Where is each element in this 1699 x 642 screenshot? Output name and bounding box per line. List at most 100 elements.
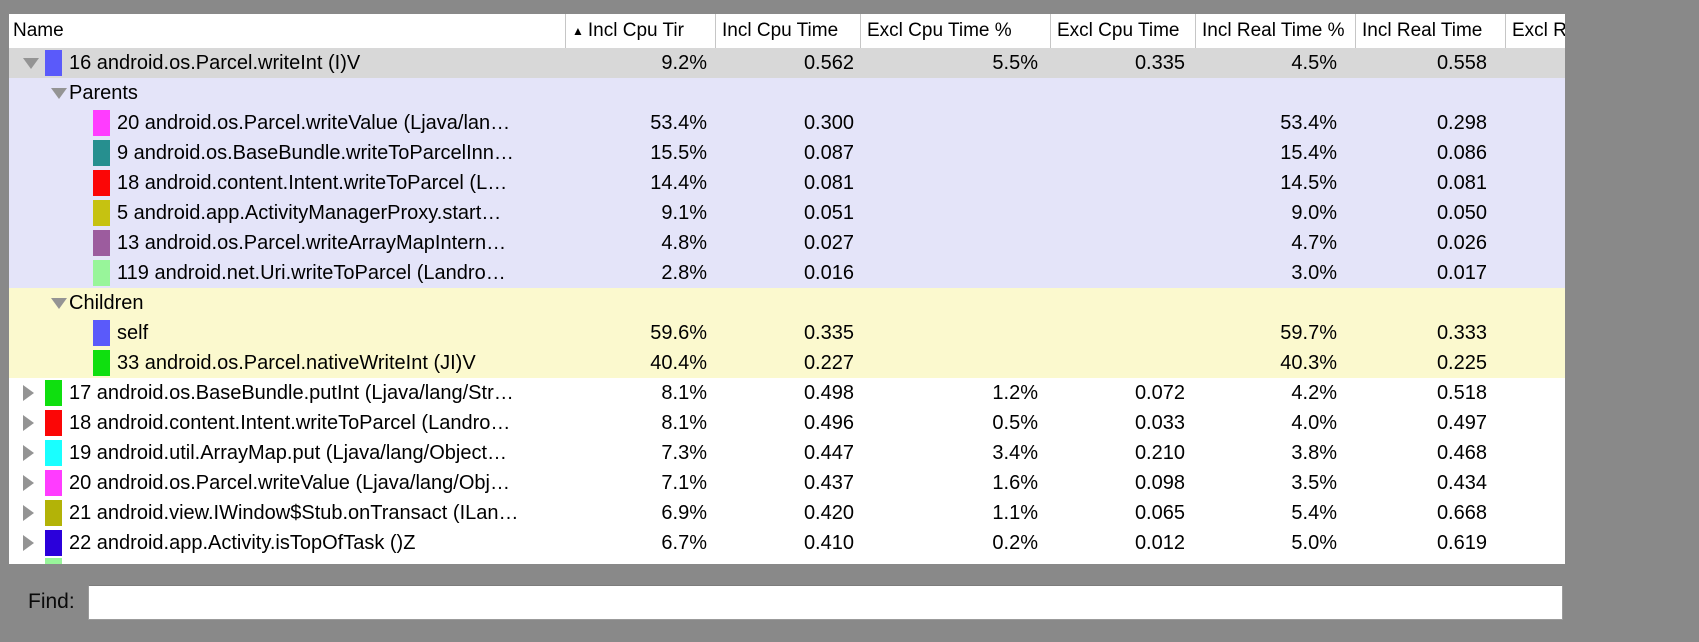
- value-cell: 0.335: [1134, 51, 1185, 74]
- column-header-label: Excl Real: [1512, 20, 1565, 41]
- value-cell: 7.1%: [661, 471, 707, 494]
- group-row-children[interactable]: Children: [9, 288, 1565, 318]
- table-row[interactable]: 5 android.app.ActivityManagerProxy.start…: [9, 198, 1565, 228]
- column-header-label: Incl Cpu Tir: [587, 20, 684, 41]
- value-cell: 53.4%: [650, 111, 707, 134]
- value-cell: 0.420: [803, 501, 854, 524]
- column-header-label: Incl Cpu Time: [722, 20, 839, 41]
- column-header-label: Incl Real Time %: [1202, 20, 1345, 41]
- value-cell: 0.033: [1134, 411, 1185, 434]
- value-cell: 7.3%: [661, 441, 707, 464]
- expand-triangle-icon[interactable]: [23, 535, 34, 551]
- find-input[interactable]: [88, 585, 1563, 620]
- value-cell: 5.4%: [1291, 501, 1337, 524]
- table-row[interactable]: self 59.6% 0.335 59.7% 0.333: [9, 318, 1565, 348]
- table-row[interactable]: 119 android.net.Uri.writeToParcel (Landr…: [9, 258, 1565, 288]
- table-row[interactable]: 9 android.os.BaseBundle.writeToParcelInn…: [9, 138, 1565, 168]
- value-cell: 3.4%: [992, 441, 1038, 464]
- table-row[interactable]: 18 android.content.Intent.writeToParcel …: [9, 408, 1565, 438]
- table-row[interactable]: 18 android.content.Intent.writeToParcel …: [9, 168, 1565, 198]
- name-cell: 16 android.os.Parcel.writeInt (I)V: [9, 48, 565, 78]
- color-swatch: [45, 410, 62, 436]
- value-cell: 0.016: [803, 261, 854, 284]
- column-header-label: Excl Cpu Time %: [867, 20, 1012, 41]
- color-swatch: [45, 500, 62, 526]
- value-cell: 0.518: [1436, 381, 1487, 404]
- value-cell: 14.5%: [1280, 171, 1337, 194]
- value-cell: 1.2%: [992, 381, 1038, 404]
- expand-triangle-icon[interactable]: [23, 475, 34, 491]
- value-cell: 0.072: [1134, 381, 1185, 404]
- collapse-triangle-icon[interactable]: [51, 297, 67, 309]
- column-header-incl-real-time[interactable]: Incl Real Time: [1355, 14, 1505, 48]
- collapse-triangle-icon[interactable]: [51, 87, 67, 99]
- value-cell: 0.434: [1436, 471, 1487, 494]
- value-cell: 0.497: [1436, 411, 1487, 434]
- collapse-triangle-icon[interactable]: [23, 57, 39, 69]
- table-body: 16 android.os.Parcel.writeInt (I)V 9.2% 0.…: [9, 48, 1565, 564]
- column-header-excl-real-time[interactable]: Excl Real: [1505, 14, 1565, 48]
- profile-table: Name ▲ Incl Cpu Tir Incl Cpu Time Excl C…: [9, 14, 1565, 564]
- group-row-parents[interactable]: Parents: [9, 78, 1565, 108]
- value-cell: 59.7%: [1280, 321, 1337, 344]
- value-cell: 0.496: [803, 411, 854, 434]
- method-name: 18 android.content.Intent.writeToParcel …: [69, 411, 511, 434]
- value-cell: 8.1%: [661, 411, 707, 434]
- table-row[interactable]: 20 android.os.Parcel.writeValue (Ljava/l…: [9, 108, 1565, 138]
- value-cell: 14.4%: [650, 171, 707, 194]
- name-cell: 13 android.os.Parcel.writeArrayMapIntern…: [9, 228, 565, 258]
- value-cell: 0.447: [803, 441, 854, 464]
- value-cell: 0.051: [803, 201, 854, 224]
- value-cell: 9.1%: [661, 201, 707, 224]
- value-cell: 15.5%: [650, 141, 707, 164]
- value-cell: 4.2%: [1291, 381, 1337, 404]
- table-row[interactable]: 20 android.os.Parcel.writeValue (Ljava/l…: [9, 468, 1565, 498]
- value-cell: 4.8%: [661, 231, 707, 254]
- column-header-incl-cpu-time-pct[interactable]: ▲ Incl Cpu Tir: [565, 14, 715, 48]
- expand-triangle-icon[interactable]: [23, 415, 34, 431]
- value-cell: 1.1%: [992, 501, 1038, 524]
- table-row[interactable]: 13 android.os.Parcel.writeArrayMapIntern…: [9, 228, 1565, 258]
- partial-row: [9, 558, 1565, 564]
- table-row[interactable]: 21 android.view.IWindow$Stub.onTransact …: [9, 498, 1565, 528]
- table-row[interactable]: 33 android.os.Parcel.nativeWriteInt (JI)…: [9, 348, 1565, 378]
- table-row[interactable]: 17 android.os.BaseBundle.putInt (Ljava/l…: [9, 378, 1565, 408]
- value-cell: 6.7%: [661, 531, 707, 554]
- value-cell: 0.335: [803, 321, 854, 344]
- color-swatch: [93, 140, 110, 166]
- column-header-name[interactable]: Name: [9, 14, 565, 48]
- column-header-incl-real-time-pct[interactable]: Incl Real Time %: [1195, 14, 1355, 48]
- value-cell: 0.619: [1436, 531, 1487, 554]
- table-row[interactable]: 16 android.os.Parcel.writeInt (I)V 9.2% 0.…: [9, 48, 1565, 78]
- value-cell: 0.065: [1134, 501, 1185, 524]
- value-cell: 1.6%: [992, 471, 1038, 494]
- value-cell: 0.2%: [992, 531, 1038, 554]
- name-cell: self: [9, 318, 565, 348]
- method-name: self: [117, 321, 149, 344]
- value-cell: 3.0%: [1291, 261, 1337, 284]
- value-cell: 0.098: [1134, 471, 1185, 494]
- column-header-excl-cpu-time-pct[interactable]: Excl Cpu Time %: [860, 14, 1050, 48]
- name-cell: 19 android.util.ArrayMap.put (Ljava/lang…: [9, 438, 565, 468]
- value-cell: 8.1%: [661, 381, 707, 404]
- value-cell: 0.225: [1436, 351, 1487, 374]
- color-swatch: [45, 380, 62, 406]
- name-cell: Children: [9, 288, 565, 318]
- value-cell: 0.210: [1134, 441, 1185, 464]
- column-header-excl-cpu-time[interactable]: Excl Cpu Time: [1050, 14, 1195, 48]
- name-cell: 17 android.os.BaseBundle.putInt (Ljava/l…: [9, 378, 565, 408]
- expand-triangle-icon[interactable]: [23, 505, 34, 521]
- method-name: 19 android.util.ArrayMap.put (Ljava/lang…: [69, 441, 508, 464]
- expand-triangle-icon[interactable]: [23, 445, 34, 461]
- table-header: Name ▲ Incl Cpu Tir Incl Cpu Time Excl C…: [9, 14, 1565, 48]
- color-swatch: [93, 260, 110, 286]
- table-row[interactable]: 19 android.util.ArrayMap.put (Ljava/lang…: [9, 438, 1565, 468]
- expand-triangle-icon[interactable]: [23, 385, 34, 401]
- value-cell: 0.012: [1134, 531, 1185, 554]
- name-cell: 119 android.net.Uri.writeToParcel (Landr…: [9, 258, 565, 288]
- name-cell: 18 android.content.Intent.writeToParcel …: [9, 408, 565, 438]
- column-header-incl-cpu-time[interactable]: Incl Cpu Time: [715, 14, 860, 48]
- value-cell: 4.7%: [1291, 231, 1337, 254]
- color-swatch: [93, 110, 110, 136]
- table-row[interactable]: 22 android.app.Activity.isTopOfTask ()Z 6…: [9, 528, 1565, 558]
